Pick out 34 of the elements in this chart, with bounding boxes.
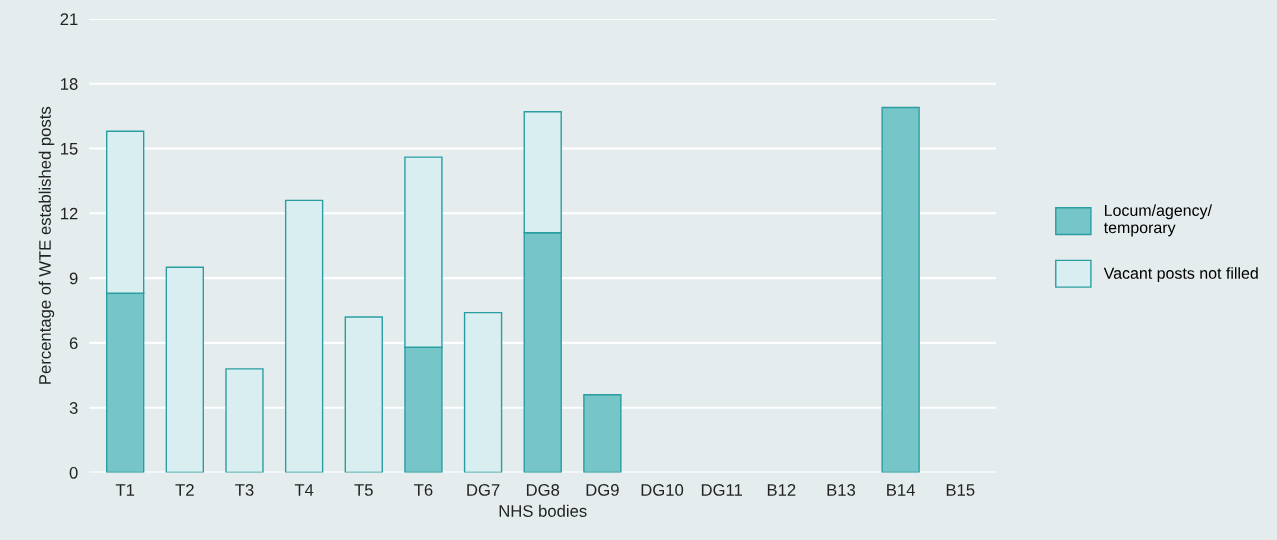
x-tick-label: B13 <box>827 484 856 496</box>
x-tick-label: T5 <box>354 484 373 496</box>
y-tick-label: 3 <box>69 402 78 414</box>
bar <box>881 106 920 473</box>
y-tick-label: 0 <box>69 466 78 479</box>
bar <box>165 266 205 473</box>
bar <box>225 368 264 473</box>
x-axis-title: NHS bodies <box>499 504 587 517</box>
x-tick-label: T6 <box>414 484 433 496</box>
bar <box>284 199 324 473</box>
x-tick-label: T3 <box>235 484 254 496</box>
y-tick-label: 6 <box>69 337 78 350</box>
y-tick-label: 12 <box>61 207 78 220</box>
legend-label: Vacant posts not filled <box>1103 267 1258 283</box>
x-tick-label: B14 <box>887 484 915 496</box>
x-tick-label: DG10 <box>641 484 684 496</box>
x-tick-label: DG7 <box>467 484 500 496</box>
y-tick-label: 9 <box>69 272 78 285</box>
y-tick-label: 18 <box>61 78 78 90</box>
x-tick-label: B12 <box>767 484 796 496</box>
legend-label: Locum/agency/ temporary <box>1103 204 1212 237</box>
bar <box>463 311 503 473</box>
y-axis-title: Percentage of WTE established posts <box>38 106 55 384</box>
y-tick-label: 15 <box>61 143 78 155</box>
bar <box>583 394 622 473</box>
x-tick-label: DG8 <box>526 484 560 496</box>
x-tick-label: DG9 <box>586 484 619 496</box>
x-tick-label: DG11 <box>701 484 743 496</box>
x-tick-label: T1 <box>115 484 135 496</box>
y-tick-label: 21 <box>60 13 78 25</box>
x-tick-label: T4 <box>294 484 314 496</box>
bar <box>344 316 383 473</box>
x-tick-label: B15 <box>946 484 975 496</box>
x-tick-label: T2 <box>175 484 194 496</box>
